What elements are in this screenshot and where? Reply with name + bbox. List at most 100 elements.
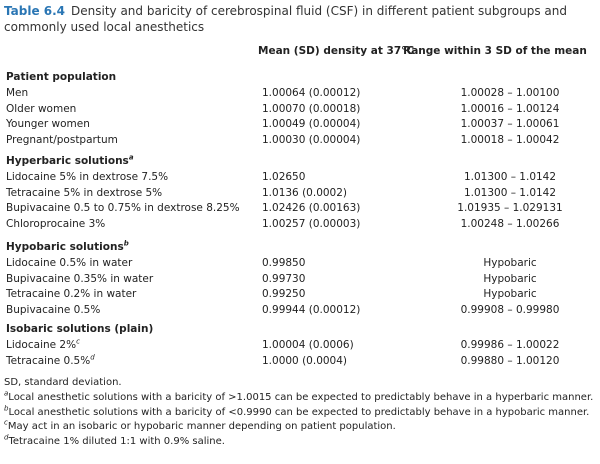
note-mark: d <box>90 353 95 362</box>
row-name: Younger women <box>6 117 90 131</box>
mean-cell: 1.00004 (0.0006) <box>262 338 354 352</box>
table-label: Table 6.4 <box>4 4 66 18</box>
note-mark: a <box>128 153 134 162</box>
range-cell: 1.00037 – 1.00061 <box>410 117 600 131</box>
mean-cell: 0.99250 <box>262 287 305 301</box>
range-cell-text: 0.99986 – 1.00022 <box>460 339 560 351</box>
row-name: Pregnant/postpartum <box>6 133 118 147</box>
range-cell: Hypobaric <box>410 287 600 301</box>
range-cell: Hypobaric <box>410 272 600 286</box>
range-cell: 0.99986 – 1.00022 <box>410 338 600 352</box>
range-cell-text: 0.99908 – 0.99980 <box>460 303 560 316</box>
row-name-text: Chloroprocaine 3% <box>6 217 106 230</box>
mean-cell-text: 1.02650 <box>262 171 306 183</box>
mean-cell-text: 0.99730 <box>262 272 306 285</box>
range-cell-text: 1.00248 – 1.00266 <box>460 217 560 230</box>
mean-cell-text: 1.00064 (0.00012) <box>262 87 361 99</box>
mean-cell-text: 0.99850 <box>262 257 306 269</box>
range-cell: 1.01300 – 1.0142 <box>410 170 600 184</box>
row-name: Lidocaine 0.5% in water <box>6 256 132 270</box>
footnote-text: Local anesthetic solutions with a barici… <box>8 391 594 403</box>
row-name-text: Tetracaine 0.5% <box>6 354 91 367</box>
row-name: Men <box>6 86 28 100</box>
column-header: Mean (SD) density at 37°C <box>258 44 414 58</box>
footnote: dTetracaine 1% diluted 1:1 with 0.9% sal… <box>4 433 225 449</box>
mean-cell: 1.00070 (0.00018) <box>262 102 360 116</box>
mean-cell-text: 1.00257 (0.00003) <box>262 217 361 230</box>
mean-cell-text: 0.99944 (0.00012) <box>262 303 361 316</box>
range-cell-text: 1.00016 – 1.00124 <box>460 102 560 115</box>
row-name: Bupivacaine 0.5 to 0.75% in dextrose 8.2… <box>6 201 240 215</box>
range-cell: 1.01935 – 1.029131 <box>410 201 600 215</box>
mean-cell: 1.00257 (0.00003) <box>262 217 360 231</box>
caption-text: Density and baricity of cerebrospinal fl… <box>4 4 568 34</box>
row-name-text: Men <box>6 87 29 99</box>
section-title: Hypobaric solutionsb <box>6 240 129 254</box>
column-header-text: Mean (SD) density at 37°C <box>258 45 415 57</box>
mean-cell-text: 1.00030 (0.00004) <box>262 133 361 146</box>
note-mark: b <box>123 239 129 248</box>
range-cell-text: 1.01300 – 1.0142 <box>463 186 557 199</box>
row-name: Tetracaine 0.5%d <box>6 354 95 368</box>
row-name-text: Bupivacaine 0.5 to 0.75% in dextrose 8.2… <box>6 202 240 215</box>
mean-cell: 1.02650 <box>262 170 305 184</box>
column-header-text: Range within 3 SD of the mean <box>403 45 587 57</box>
section-title-text: Patient population <box>6 71 117 83</box>
range-cell-text: 0.99880 – 1.00120 <box>460 354 560 367</box>
section-title: Patient population <box>6 70 116 84</box>
mean-cell-text: 1.00049 (0.00004) <box>262 118 361 131</box>
range-cell: Hypobaric <box>410 256 600 270</box>
mean-cell-text: 1.0000 (0.0004) <box>262 354 348 367</box>
row-name: Older women <box>6 102 76 116</box>
mean-cell: 0.99850 <box>262 256 305 270</box>
row-name: Lidocaine 2%c <box>6 338 80 352</box>
footnote: aLocal anesthetic solutions with a baric… <box>4 389 594 405</box>
range-cell-text: Hypobaric <box>483 288 537 301</box>
footnote: bLocal anesthetic solutions with a baric… <box>4 404 589 420</box>
range-cell: 0.99880 – 1.00120 <box>410 354 600 368</box>
row-name-text: Bupivacaine 0.35% in water <box>6 272 154 285</box>
row-name: Tetracaine 0.2% in water <box>6 287 136 301</box>
footnote-mark: c <box>4 419 8 428</box>
footnote: SD, standard deviation. <box>4 376 122 390</box>
mean-cell-text: 1.02426 (0.00163) <box>262 202 361 215</box>
section-title-text: Hypobaric solutions <box>6 241 124 253</box>
mean-cell: 1.02426 (0.00163) <box>262 201 360 215</box>
row-name-text: Tetracaine 0.2% in water <box>6 288 137 301</box>
range-cell: 1.01300 – 1.0142 <box>410 186 600 200</box>
mean-cell-text: 0.99250 <box>262 288 306 301</box>
range-cell-text: Hypobaric <box>483 257 537 269</box>
range-cell: 1.00018 – 1.00042 <box>410 133 600 147</box>
range-cell-text: 1.00037 – 1.00061 <box>460 118 560 131</box>
row-name-text: Younger women <box>6 118 90 131</box>
row-name: Bupivacaine 0.35% in water <box>6 272 153 286</box>
row-name-text: Tetracaine 5% in dextrose 5% <box>6 186 163 199</box>
range-cell-text: 1.01935 – 1.029131 <box>457 202 563 215</box>
range-cell-text: 1.00018 – 1.00042 <box>460 133 560 146</box>
footnote-mark: d <box>4 433 9 442</box>
mean-cell: 1.00030 (0.00004) <box>262 133 360 147</box>
footnote-mark: b <box>4 404 9 413</box>
range-cell: 1.00016 – 1.00124 <box>410 102 600 116</box>
mean-cell: 0.99730 <box>262 272 305 286</box>
row-name-text: Older women <box>6 102 77 115</box>
row-name-text: Bupivacaine 0.5% <box>6 303 101 316</box>
range-cell-text: 1.00028 – 1.00100 <box>460 87 560 99</box>
row-name: Bupivacaine 0.5% <box>6 303 100 317</box>
section-title-text: Isobaric solutions (plain) <box>6 323 154 335</box>
footnote: cMay act in an isobaric or hypobaric man… <box>4 420 396 434</box>
mean-cell: 1.0000 (0.0004) <box>262 354 347 368</box>
note-mark: c <box>76 337 80 346</box>
row-name-text: Lidocaine 2% <box>6 339 77 351</box>
row-name-text: Lidocaine 0.5% in water <box>6 257 133 269</box>
range-cell: 1.00028 – 1.00100 <box>410 86 600 100</box>
row-name: Lidocaine 5% in dextrose 7.5% <box>6 170 168 184</box>
mean-cell-text: 1.0136 (0.0002) <box>262 186 348 199</box>
footnote-mark: a <box>4 389 9 398</box>
footnote-text: May act in an isobaric or hypobaric mann… <box>7 421 396 433</box>
row-name-text: Lidocaine 5% in dextrose 7.5% <box>6 171 169 183</box>
row-name: Tetracaine 5% in dextrose 5% <box>6 186 162 200</box>
range-cell: 0.99908 – 0.99980 <box>410 303 600 317</box>
range-cell-text: 1.01300 – 1.0142 <box>463 171 557 183</box>
mean-cell-text: 1.00070 (0.00018) <box>262 102 361 115</box>
